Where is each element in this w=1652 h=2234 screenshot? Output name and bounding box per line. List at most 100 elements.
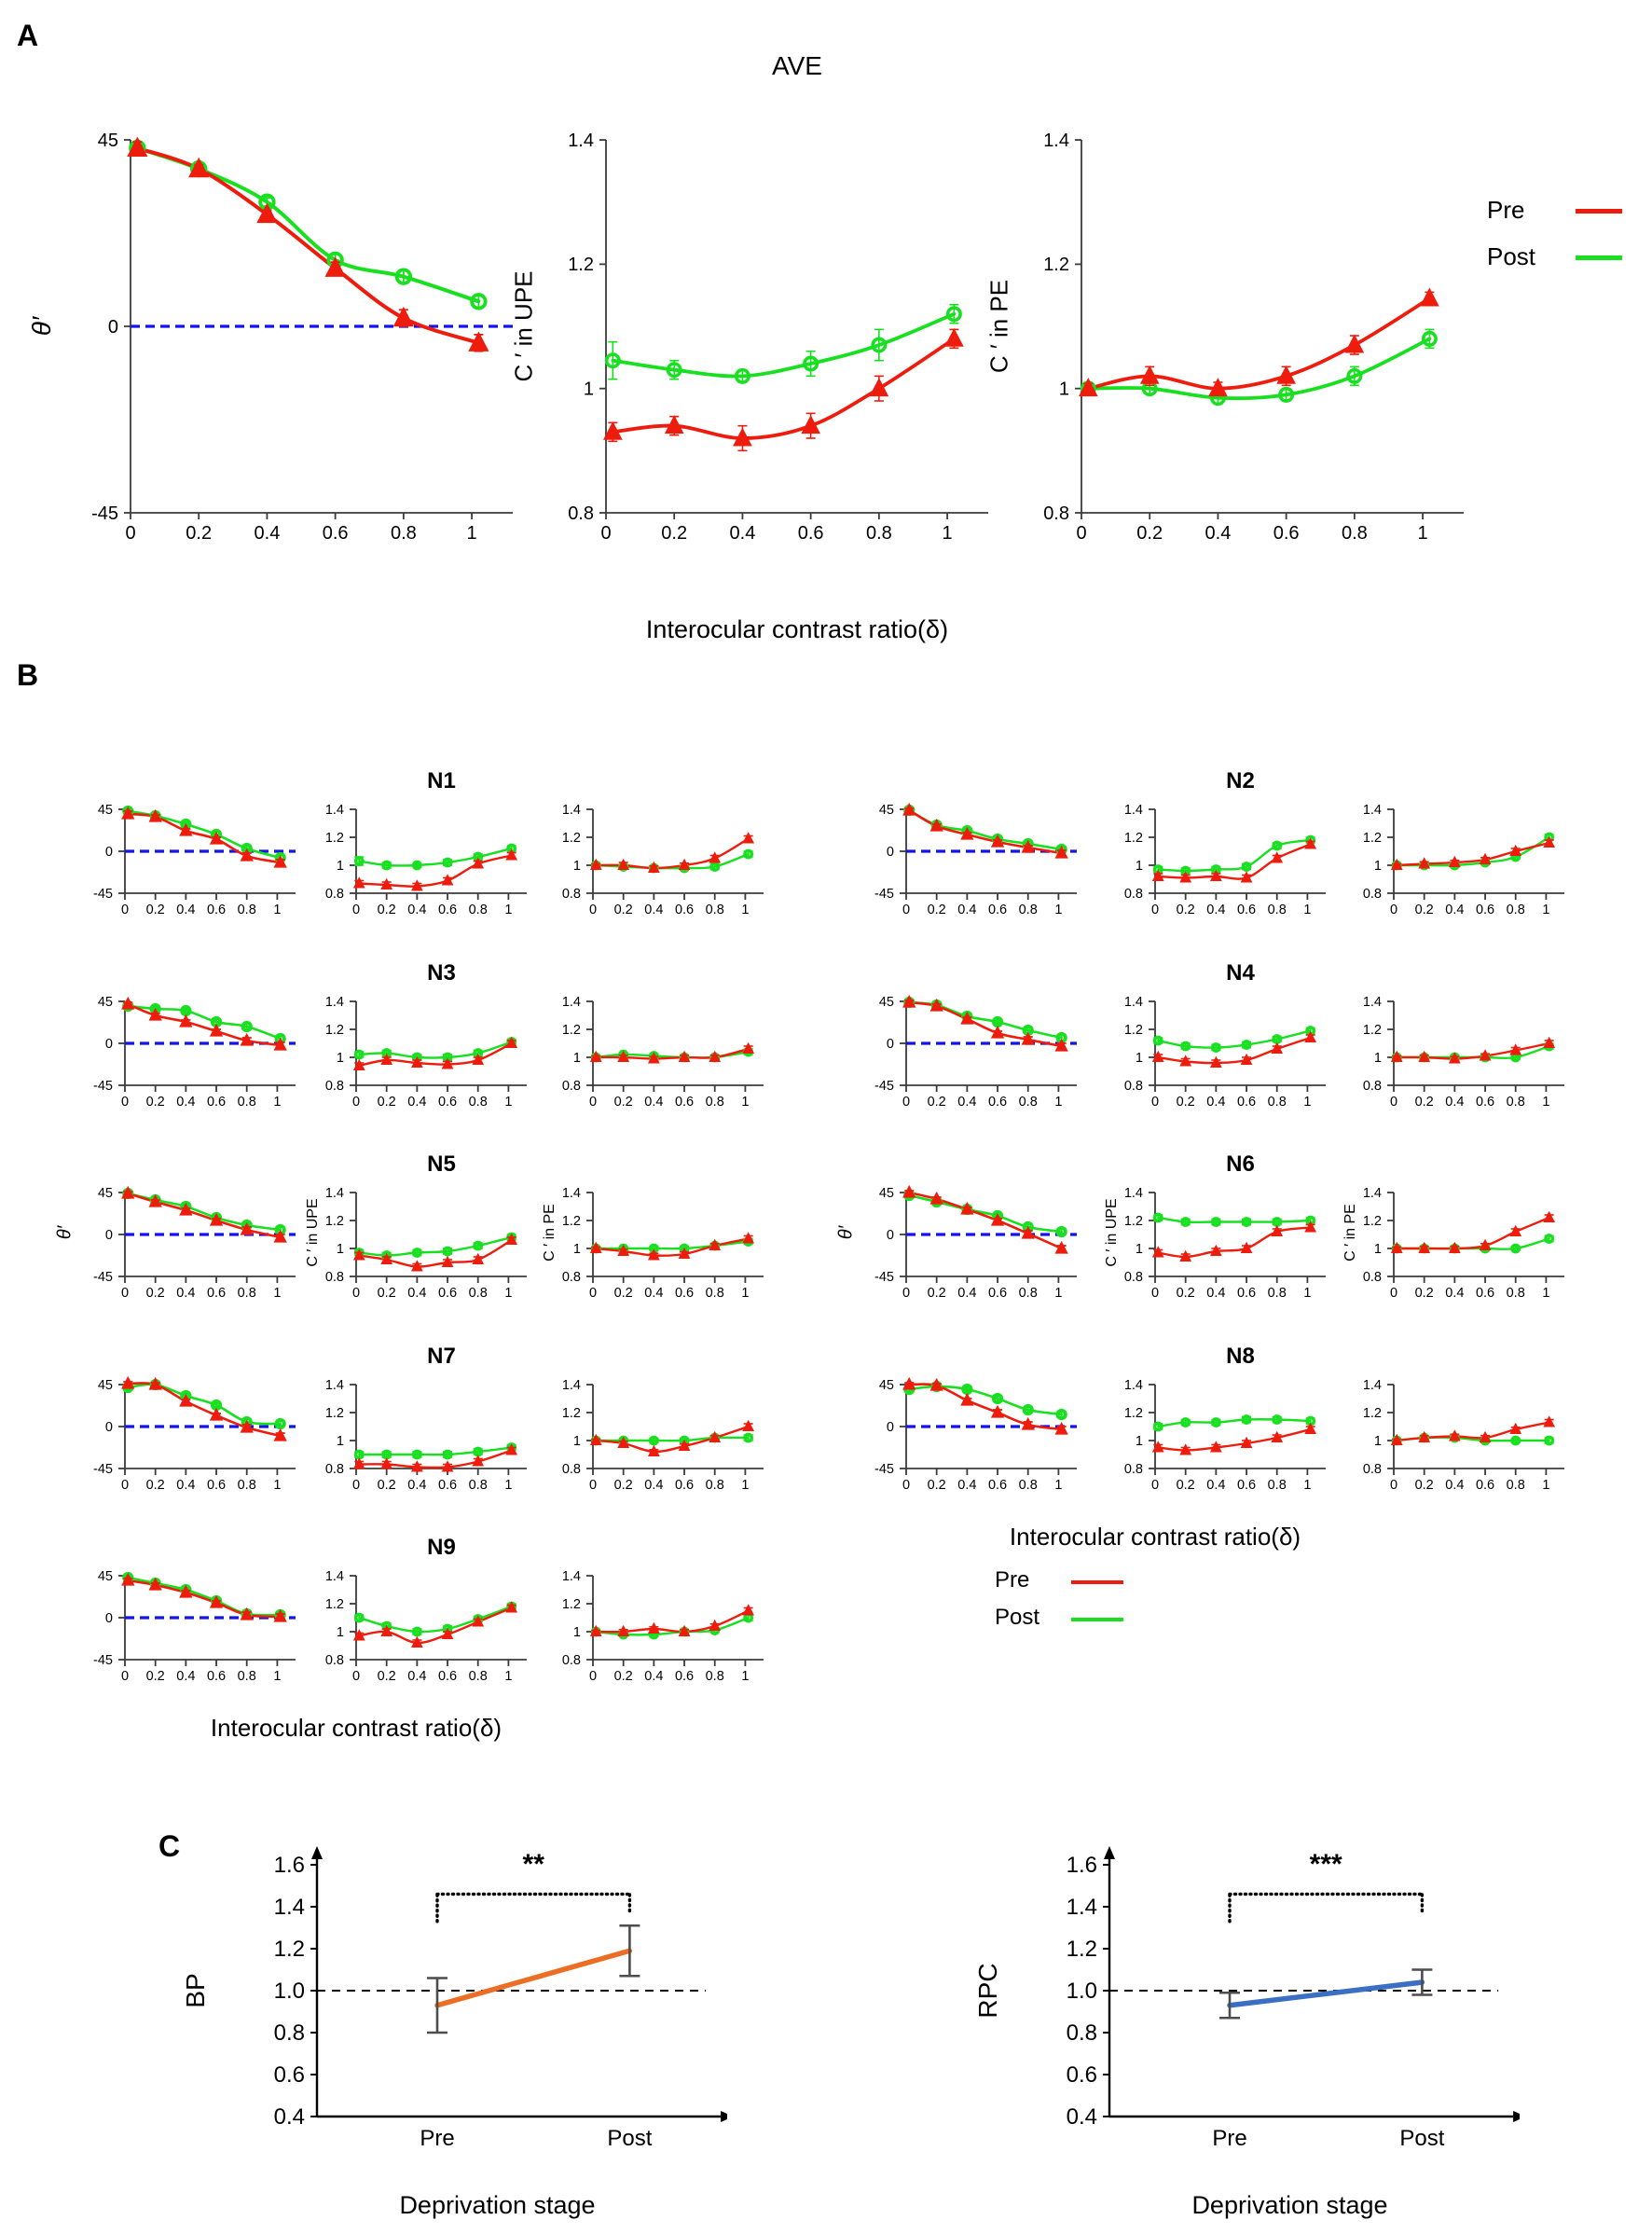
svg-text:0.8: 0.8 bbox=[1268, 1286, 1287, 1301]
svg-text:0.8: 0.8 bbox=[1268, 1478, 1287, 1493]
svg-text:45: 45 bbox=[879, 1378, 894, 1393]
svg-text:0.8: 0.8 bbox=[325, 1079, 344, 1094]
svg-text:1: 1 bbox=[273, 1095, 281, 1110]
svg-text:0.4: 0.4 bbox=[644, 1286, 663, 1301]
svg-text:0.8: 0.8 bbox=[469, 1286, 488, 1301]
svg-text:0.8: 0.8 bbox=[866, 523, 892, 544]
svg-text:0.2: 0.2 bbox=[146, 1669, 165, 1684]
svg-text:1: 1 bbox=[504, 903, 512, 917]
svg-text:1: 1 bbox=[573, 1242, 581, 1257]
svg-text:0.8: 0.8 bbox=[238, 903, 256, 917]
svg-text:1.4: 1.4 bbox=[1124, 1186, 1143, 1201]
svg-text:0: 0 bbox=[902, 1478, 910, 1493]
svg-text:0: 0 bbox=[352, 1095, 360, 1110]
svg-text:0.4: 0.4 bbox=[957, 1478, 976, 1493]
svg-text:1: 1 bbox=[273, 1478, 281, 1493]
svg-text:1.2: 1.2 bbox=[1124, 831, 1143, 846]
svg-text:0.8: 0.8 bbox=[325, 1653, 344, 1668]
svg-text:-45: -45 bbox=[93, 1462, 113, 1477]
svg-text:45: 45 bbox=[98, 131, 118, 151]
svg-text:45: 45 bbox=[879, 1186, 894, 1201]
svg-text:1: 1 bbox=[741, 1669, 749, 1684]
svg-text:1: 1 bbox=[1136, 1242, 1143, 1257]
svg-text:1: 1 bbox=[1136, 1051, 1143, 1066]
svg-text:***: *** bbox=[1310, 1849, 1342, 1880]
svg-text:0: 0 bbox=[887, 1037, 894, 1052]
svg-text:1: 1 bbox=[1054, 1286, 1062, 1301]
svg-text:1.2: 1.2 bbox=[274, 1937, 305, 1962]
svg-text:0: 0 bbox=[121, 1095, 129, 1110]
svg-text:0.6: 0.6 bbox=[1476, 1286, 1494, 1301]
svg-text:0.4: 0.4 bbox=[957, 903, 976, 917]
svg-text:0.6: 0.6 bbox=[1067, 2062, 1097, 2088]
svg-text:1: 1 bbox=[273, 903, 281, 917]
svg-text:0.6: 0.6 bbox=[207, 1095, 226, 1110]
svg-text:0.2: 0.2 bbox=[1136, 523, 1163, 544]
svg-text:0.6: 0.6 bbox=[798, 523, 824, 544]
svg-text:0: 0 bbox=[1151, 1478, 1159, 1493]
svg-text:0.4: 0.4 bbox=[1206, 903, 1225, 917]
svg-text:0.6: 0.6 bbox=[1476, 903, 1494, 917]
svg-text:0.4: 0.4 bbox=[1206, 1286, 1225, 1301]
svg-text:0.6: 0.6 bbox=[988, 1286, 1007, 1301]
svg-text:1.4: 1.4 bbox=[325, 1569, 344, 1584]
svg-text:-45: -45 bbox=[874, 887, 894, 902]
svg-text:0.2: 0.2 bbox=[1415, 1286, 1434, 1301]
svg-text:1: 1 bbox=[504, 1669, 512, 1684]
svg-text:1.4: 1.4 bbox=[1067, 1895, 1097, 1920]
svg-text:0.8: 0.8 bbox=[325, 1462, 344, 1477]
svg-text:1.4: 1.4 bbox=[325, 1378, 344, 1393]
svg-text:0.2: 0.2 bbox=[928, 1286, 946, 1301]
svg-text:1.2: 1.2 bbox=[325, 1406, 344, 1421]
svg-text:1: 1 bbox=[337, 859, 344, 874]
svg-text:1.4: 1.4 bbox=[562, 995, 581, 1010]
svg-text:1.4: 1.4 bbox=[1363, 1186, 1382, 1201]
svg-text:1: 1 bbox=[573, 1625, 581, 1640]
svg-text:0.8: 0.8 bbox=[469, 903, 488, 917]
svg-text:0.8: 0.8 bbox=[1019, 1478, 1038, 1493]
svg-text:1: 1 bbox=[1374, 859, 1382, 874]
svg-text:0.6: 0.6 bbox=[1476, 1478, 1494, 1493]
svg-text:0.4: 0.4 bbox=[730, 523, 756, 544]
svg-text:0.6: 0.6 bbox=[438, 1478, 457, 1493]
svg-text:0.6: 0.6 bbox=[438, 1286, 457, 1301]
svg-text:0.8: 0.8 bbox=[238, 1478, 256, 1493]
svg-text:0.4: 0.4 bbox=[274, 2104, 305, 2130]
svg-text:0.2: 0.2 bbox=[378, 1286, 396, 1301]
svg-text:0.4: 0.4 bbox=[176, 1669, 195, 1684]
svg-text:0.4: 0.4 bbox=[1206, 1095, 1225, 1110]
svg-text:0.4: 0.4 bbox=[407, 1286, 426, 1301]
svg-text:1: 1 bbox=[467, 523, 477, 544]
svg-text:1.2: 1.2 bbox=[562, 1597, 581, 1612]
svg-text:1: 1 bbox=[504, 1095, 512, 1110]
svg-text:0.4: 0.4 bbox=[644, 1669, 663, 1684]
svg-text:1.2: 1.2 bbox=[1124, 1214, 1143, 1229]
svg-text:0.2: 0.2 bbox=[928, 1478, 946, 1493]
svg-text:0: 0 bbox=[1151, 903, 1159, 917]
svg-text:0.8: 0.8 bbox=[562, 1462, 581, 1477]
svg-text:0: 0 bbox=[121, 1478, 129, 1493]
svg-text:1: 1 bbox=[273, 1669, 281, 1684]
svg-text:0.2: 0.2 bbox=[146, 1095, 165, 1110]
svg-text:1: 1 bbox=[1136, 1434, 1143, 1449]
svg-text:0: 0 bbox=[902, 1286, 910, 1301]
svg-text:1: 1 bbox=[1303, 1095, 1311, 1110]
svg-text:0: 0 bbox=[1151, 1286, 1159, 1301]
svg-text:0: 0 bbox=[902, 903, 910, 917]
svg-text:Post: Post bbox=[607, 2126, 652, 2151]
svg-text:-45: -45 bbox=[874, 1462, 894, 1477]
svg-text:1.2: 1.2 bbox=[562, 831, 581, 846]
svg-text:0.4: 0.4 bbox=[1445, 1095, 1464, 1110]
svg-text:1.2: 1.2 bbox=[562, 1023, 581, 1038]
svg-text:0.6: 0.6 bbox=[274, 2062, 305, 2088]
svg-text:0.6: 0.6 bbox=[207, 903, 226, 917]
svg-text:1.2: 1.2 bbox=[1067, 1937, 1097, 1962]
svg-text:1.4: 1.4 bbox=[562, 1378, 581, 1393]
svg-text:0: 0 bbox=[887, 1228, 894, 1243]
svg-text:1.2: 1.2 bbox=[325, 831, 344, 846]
svg-text:0.4: 0.4 bbox=[1445, 1286, 1464, 1301]
svg-text:0.6: 0.6 bbox=[438, 1095, 457, 1110]
svg-text:0: 0 bbox=[105, 1037, 113, 1052]
svg-text:0.4: 0.4 bbox=[176, 1478, 195, 1493]
svg-text:1: 1 bbox=[1418, 523, 1428, 544]
